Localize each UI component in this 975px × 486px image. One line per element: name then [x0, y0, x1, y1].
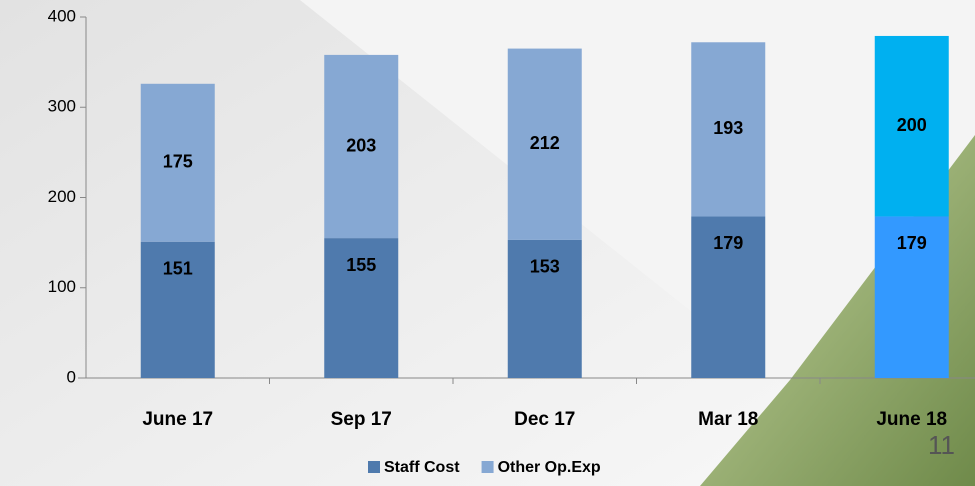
- y-tick-label: 0: [67, 367, 76, 386]
- bar-segment: [691, 216, 766, 378]
- legend-label: Staff Cost: [384, 459, 460, 476]
- bar-segment: [140, 241, 215, 378]
- data-label: 153: [530, 257, 560, 277]
- x-tick-label: Mar 18: [698, 409, 758, 430]
- data-label: 200: [897, 115, 927, 135]
- x-tick-label: Sep 17: [331, 409, 392, 430]
- page-number: 11: [928, 430, 955, 460]
- data-label: 193: [713, 118, 743, 138]
- bar-segment: [691, 42, 766, 217]
- y-tick-label: 100: [48, 277, 76, 296]
- y-tick-label: 400: [48, 6, 76, 25]
- legend-swatch: [481, 461, 494, 473]
- bar-segment: [324, 238, 399, 378]
- bar-segment: [507, 48, 582, 240]
- data-label: 179: [713, 233, 743, 253]
- data-label: 155: [346, 255, 376, 275]
- legend-swatch: [368, 461, 380, 473]
- bar-segment: [140, 83, 215, 242]
- legend-label: Other Op.Exp: [498, 459, 601, 476]
- x-tick-label: June 18: [876, 409, 947, 430]
- bar-segment: [507, 239, 582, 378]
- data-label: 212: [530, 133, 560, 153]
- x-tick-label: June 17: [142, 409, 213, 430]
- background-shape: [700, 135, 975, 486]
- y-tick-label: 200: [48, 187, 76, 206]
- data-label: 151: [163, 258, 193, 278]
- x-tick-label: Dec 17: [514, 409, 575, 430]
- y-tick-label: 300: [48, 97, 76, 116]
- bar-segment: [874, 216, 949, 378]
- bar-segment: [874, 35, 949, 217]
- data-label: 175: [163, 152, 193, 172]
- data-label: 203: [346, 135, 376, 155]
- bar-segment: [324, 54, 399, 239]
- data-label: 179: [897, 233, 927, 253]
